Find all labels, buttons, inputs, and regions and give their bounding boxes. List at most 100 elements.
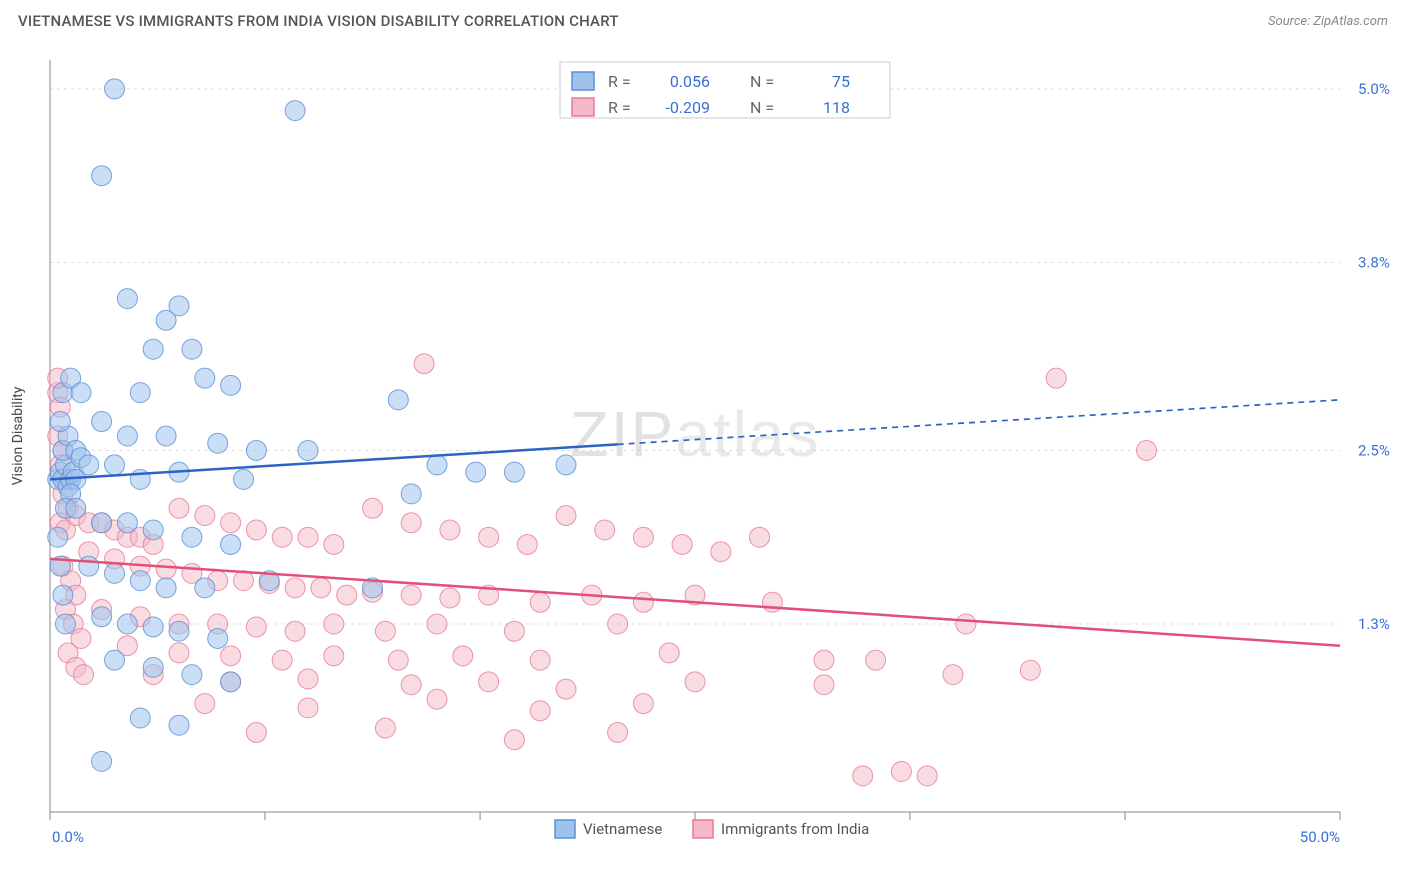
data-point xyxy=(50,412,70,432)
data-point xyxy=(633,527,653,547)
data-point xyxy=(311,578,331,598)
data-point xyxy=(221,375,241,395)
data-point xyxy=(388,390,408,410)
data-point xyxy=(943,665,963,685)
data-point xyxy=(105,563,125,583)
data-point xyxy=(375,621,395,641)
data-point xyxy=(79,556,99,576)
x-min-label: 0.0% xyxy=(52,828,84,846)
data-point xyxy=(117,614,137,634)
stats-n-value: 118 xyxy=(823,98,850,117)
stats-n-label: N = xyxy=(750,72,774,91)
data-point xyxy=(66,498,86,518)
data-point xyxy=(504,730,524,750)
data-point xyxy=(595,520,615,540)
data-point xyxy=(182,339,202,359)
data-point xyxy=(814,650,834,670)
y-tick-label: 3.8% xyxy=(1358,253,1390,271)
y-tick-label: 5.0% xyxy=(1358,80,1390,98)
stats-n-value: 75 xyxy=(832,72,850,91)
data-point xyxy=(750,527,770,547)
data-point xyxy=(143,520,163,540)
stats-swatch xyxy=(572,98,594,116)
data-point xyxy=(711,542,731,562)
data-point xyxy=(363,498,383,518)
stats-swatch xyxy=(572,72,594,90)
chart-title: VIETNAMESE VS IMMIGRANTS FROM INDIA VISI… xyxy=(18,12,619,30)
data-point xyxy=(956,614,976,634)
data-point xyxy=(169,498,189,518)
data-point xyxy=(440,588,460,608)
legend-label: Immigrants from India xyxy=(721,820,869,838)
data-point xyxy=(55,614,75,634)
stats-n-label: N = xyxy=(750,98,774,117)
data-point xyxy=(130,708,150,728)
data-point xyxy=(143,339,163,359)
data-point xyxy=(92,412,112,432)
stats-r-value: 0.056 xyxy=(670,72,710,91)
data-point xyxy=(117,426,137,446)
data-point xyxy=(298,669,318,689)
data-point xyxy=(169,621,189,641)
trend-line xyxy=(50,559,1340,646)
data-point xyxy=(143,617,163,637)
data-point xyxy=(208,433,228,453)
data-point xyxy=(556,506,576,526)
data-point xyxy=(427,614,447,634)
data-point xyxy=(208,628,228,648)
data-point xyxy=(530,701,550,721)
data-point xyxy=(633,592,653,612)
data-point xyxy=(337,585,357,605)
data-point xyxy=(659,643,679,663)
data-point xyxy=(466,462,486,482)
data-point xyxy=(92,751,112,771)
data-point xyxy=(672,534,692,554)
data-point xyxy=(105,650,125,670)
data-point xyxy=(71,383,91,403)
data-point xyxy=(479,527,499,547)
data-point xyxy=(92,513,112,533)
stats-r-label: R = xyxy=(608,98,631,117)
data-point xyxy=(298,440,318,460)
data-point xyxy=(891,762,911,782)
data-point xyxy=(169,296,189,316)
data-point xyxy=(440,520,460,540)
data-point xyxy=(324,646,344,666)
data-point xyxy=(272,527,292,547)
data-point xyxy=(246,520,266,540)
data-point xyxy=(117,513,137,533)
data-point xyxy=(169,643,189,663)
data-point xyxy=(298,698,318,718)
data-point xyxy=(1137,440,1157,460)
data-point xyxy=(221,513,241,533)
data-point xyxy=(556,679,576,699)
data-point xyxy=(504,621,524,641)
data-point xyxy=(105,455,125,475)
chart-container: 1.3%2.5%3.8%5.0%ZIPatlasVision Disabilit… xyxy=(0,42,1406,892)
data-point xyxy=(105,79,125,99)
data-point xyxy=(195,694,215,714)
data-point xyxy=(246,617,266,637)
data-point xyxy=(530,592,550,612)
chart-source: Source: ZipAtlas.com xyxy=(1268,14,1388,29)
data-point xyxy=(685,672,705,692)
legend-label: Vietnamese xyxy=(583,820,662,838)
data-point xyxy=(48,527,68,547)
data-point xyxy=(182,665,202,685)
data-point xyxy=(92,166,112,186)
data-point xyxy=(156,559,176,579)
data-point xyxy=(221,672,241,692)
data-point xyxy=(866,650,886,670)
y-tick-label: 2.5% xyxy=(1358,441,1390,459)
data-point xyxy=(246,440,266,460)
data-point xyxy=(221,534,241,554)
stats-r-label: R = xyxy=(608,72,631,91)
data-point xyxy=(1020,660,1040,680)
data-point xyxy=(1046,368,1066,388)
data-point xyxy=(156,578,176,598)
data-point xyxy=(53,585,73,605)
data-point xyxy=(517,534,537,554)
data-point xyxy=(388,650,408,670)
data-point xyxy=(401,513,421,533)
data-point xyxy=(427,689,447,709)
